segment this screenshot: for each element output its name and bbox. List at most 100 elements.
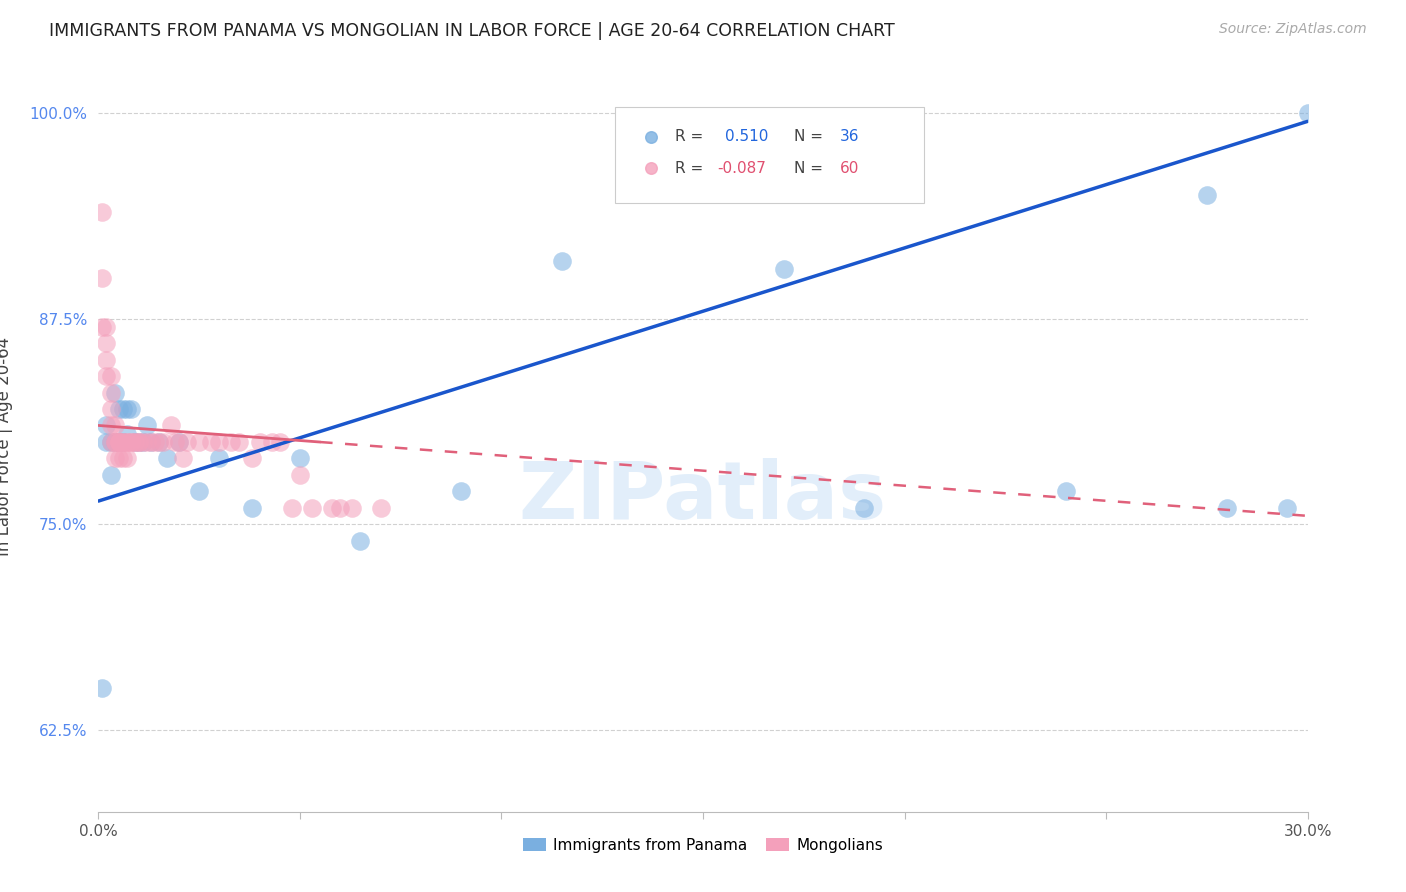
Point [100, 418, 122, 433]
Text: Source: ZipAtlas.com: Source: ZipAtlas.com [1219, 22, 1367, 37]
Point [111, 402, 134, 417]
Point [100, 434, 122, 449]
Point [148, 434, 170, 449]
Point [370, 500, 392, 515]
Point [143, 434, 166, 449]
Point [100, 402, 122, 417]
Point [128, 434, 150, 449]
Point [100, 369, 122, 384]
Point [329, 500, 352, 515]
Text: ZIPatlas: ZIPatlas [519, 458, 887, 536]
Point [100, 385, 122, 400]
Point [1216, 500, 1239, 515]
Point [124, 434, 146, 449]
Point [349, 533, 371, 548]
Point [120, 434, 142, 449]
Text: -0.087: -0.087 [717, 161, 766, 176]
Point [103, 418, 125, 433]
Point [111, 434, 134, 449]
Point [91, 270, 114, 285]
Point [148, 434, 170, 449]
Point [281, 500, 304, 515]
Point [124, 434, 146, 449]
Point [163, 434, 186, 449]
Point [91, 319, 114, 334]
Point [208, 451, 231, 466]
Point [139, 434, 162, 449]
Text: R =: R = [675, 129, 709, 145]
Point [1054, 484, 1077, 499]
Point [103, 451, 125, 466]
Y-axis label: In Labor Force | Age 20-64: In Labor Force | Age 20-64 [0, 336, 13, 556]
Point [111, 434, 134, 449]
Point [249, 434, 271, 449]
Text: R =: R = [675, 161, 709, 176]
Point [115, 434, 138, 449]
Text: N =: N = [793, 161, 828, 176]
Point [132, 434, 155, 449]
Point [200, 434, 222, 449]
Point [1277, 500, 1299, 515]
Point [221, 434, 243, 449]
Point [103, 434, 125, 449]
Point [321, 500, 343, 515]
Point [107, 434, 129, 449]
Point [1296, 106, 1319, 120]
Point [176, 434, 198, 449]
Point [107, 434, 129, 449]
Point [100, 434, 122, 449]
Text: 36: 36 [839, 129, 859, 145]
Point [96, 319, 118, 334]
Point [107, 434, 129, 449]
Point [96, 336, 118, 351]
Point [156, 451, 179, 466]
Point [111, 451, 134, 466]
Point [160, 418, 183, 433]
Point [128, 434, 150, 449]
Point [115, 402, 138, 417]
Point [103, 434, 125, 449]
Point [107, 434, 129, 449]
Point [115, 426, 138, 441]
Point [772, 262, 794, 277]
Text: IMMIGRANTS FROM PANAMA VS MONGOLIAN IN LABOR FORCE | AGE 20-64 CORRELATION CHART: IMMIGRANTS FROM PANAMA VS MONGOLIAN IN L… [49, 22, 896, 40]
Point [91, 681, 114, 696]
Point [107, 402, 129, 417]
Point [124, 434, 146, 449]
Point [128, 434, 150, 449]
Point [1195, 188, 1218, 202]
Point [260, 434, 283, 449]
Point [301, 500, 323, 515]
Point [107, 451, 129, 466]
Point [228, 434, 250, 449]
Point [132, 434, 155, 449]
Point [551, 254, 574, 268]
Point [240, 500, 263, 515]
Point [342, 500, 364, 515]
Point [288, 451, 311, 466]
Point [152, 434, 174, 449]
Point [188, 484, 211, 499]
Legend: Immigrants from Panama, Mongolians: Immigrants from Panama, Mongolians [516, 831, 890, 859]
Point [103, 385, 125, 400]
FancyBboxPatch shape [614, 107, 924, 203]
Point [167, 434, 190, 449]
Point [240, 451, 263, 466]
Point [96, 352, 118, 367]
Point [115, 451, 138, 466]
Point [135, 434, 157, 449]
Point [167, 434, 190, 449]
Point [91, 204, 114, 219]
Point [96, 418, 118, 433]
Point [96, 369, 118, 384]
Point [100, 467, 122, 482]
Point [120, 434, 142, 449]
Point [208, 434, 231, 449]
Point [450, 484, 472, 499]
Point [135, 418, 157, 433]
Point [188, 434, 211, 449]
Point [115, 434, 138, 449]
Text: N =: N = [793, 129, 828, 145]
Point [96, 434, 118, 449]
Point [269, 434, 291, 449]
